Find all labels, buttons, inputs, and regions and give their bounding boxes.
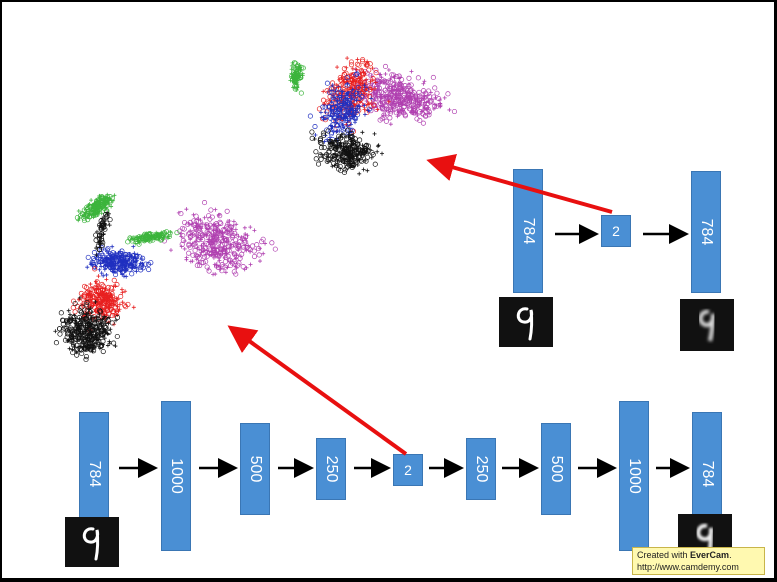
scatter-top-2d-codes [288,56,458,176]
red-arrow-top-code-to-scatter [426,153,613,214]
watermark-url: http://www.camdemy.com [637,562,739,572]
top-output-layer: 784 [691,171,721,293]
top-input-digit-image [499,297,553,347]
watermark-prefix: Created with [637,550,691,560]
deep-layer-3: 500 [240,423,270,515]
deep-layer-2: 1000 [161,401,191,551]
red-arrow-deep-code-to-scatter [227,325,408,456]
deep-layer-1: 784 [79,412,109,536]
deep-layer-6: 250 [466,438,496,500]
top-code-layer: 2 [601,215,631,247]
deep-layer-7: 500 [541,423,571,515]
scatter-deep-2d-codes [53,192,278,363]
watermark-brand: EverCam [690,550,730,560]
deep-code-layer-label: 2 [404,462,412,478]
evercam-watermark: Created with EverCam. http://www.camdemy… [632,547,765,575]
watermark-suffix: . [729,550,732,560]
deep-layer-4: 250 [316,438,346,500]
top-output-digit-image [680,299,734,351]
top-code-layer-label: 2 [612,223,620,239]
deep-code-layer: 2 [393,454,423,486]
deep-input-digit-image [65,517,119,567]
